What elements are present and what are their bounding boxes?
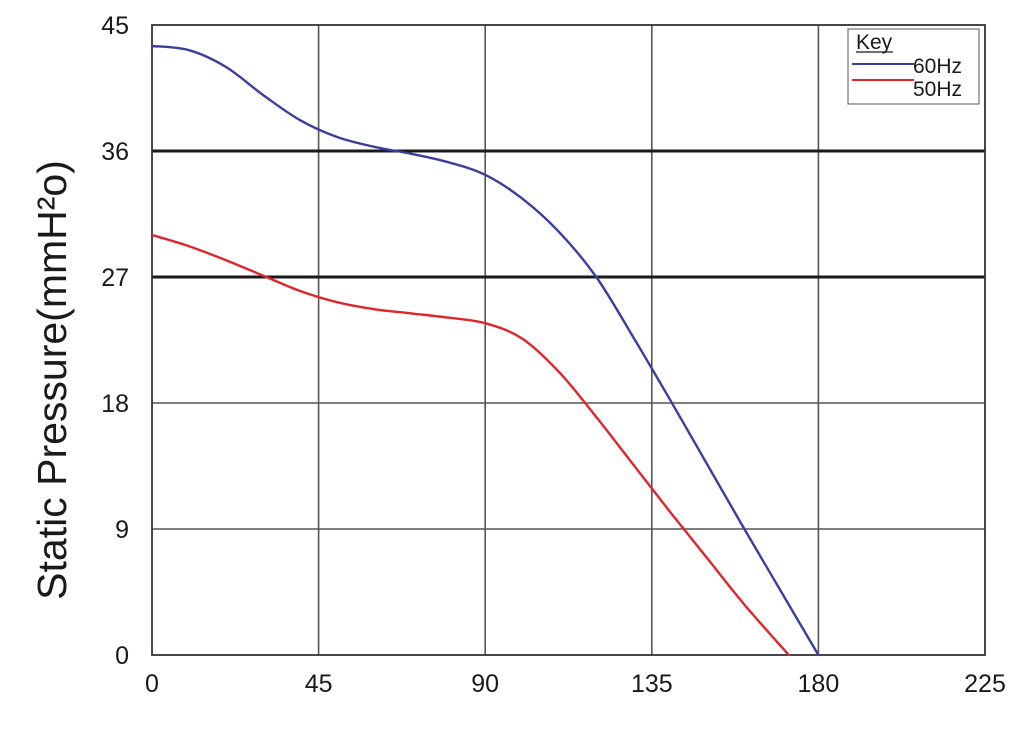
series-line-50hz [150, 233, 790, 657]
x-tick-label: 45 [305, 670, 333, 698]
y-tick-label: 0 [115, 642, 129, 670]
y-axis-label: Static Pressure(mmH²o) [29, 160, 75, 600]
tick-labels: 0 45 90 135 180 225 0 9 18 27 36 45 [101, 12, 1006, 698]
legend-title: Key [856, 31, 893, 54]
axes [151, 24, 986, 656]
y-tick-label: 36 [101, 138, 129, 166]
plot-frame [151, 24, 986, 656]
x-tick-label: 180 [798, 670, 840, 698]
y-tick-label: 9 [115, 516, 129, 544]
legend-label-60hz: 60Hz [913, 55, 962, 78]
grid [152, 25, 985, 655]
legend-box [847, 28, 980, 105]
x-tick-label: 135 [631, 670, 673, 698]
legend-label-50hz: 50Hz [913, 78, 962, 101]
x-tick-label: 225 [964, 670, 1006, 698]
legend: Key 60Hz 50Hz [847, 28, 980, 105]
x-tick-label: 90 [471, 670, 499, 698]
x-tick-label: 0 [145, 670, 159, 698]
y-tick-label: 27 [101, 264, 129, 292]
series-line-60hz [150, 44, 820, 657]
y-tick-label: 18 [101, 390, 129, 418]
y-tick-label: 45 [101, 12, 129, 40]
series [150, 44, 820, 657]
